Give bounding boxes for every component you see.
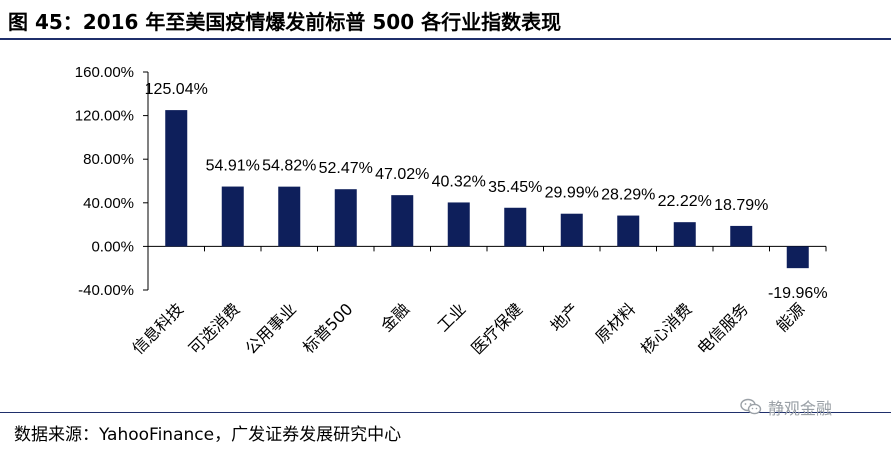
bar-chart: 160.00% 120.00% 80.00% 40.00% 0.00% -40.00% 1… — [75, 64, 828, 358]
bars — [165, 110, 809, 269]
watermark-text: 静观金融 — [768, 399, 833, 418]
data-labels: 125.04% 54.91% 54.82% 52.47% 47.02% 40.32% 35.… — [145, 81, 828, 302]
category-label: 标普500 — [299, 299, 357, 357]
data-label: 35.45% — [488, 179, 542, 196]
bar — [504, 207, 527, 247]
bar — [560, 213, 583, 247]
bar — [165, 110, 188, 247]
data-label: 52.47% — [319, 160, 373, 177]
y-tick-label: -40.00% — [78, 282, 134, 299]
data-label: 29.99% — [545, 185, 599, 202]
figure-title: 图 45：2016 年至美国疫情爆发前标普 500 各行业指数表现 — [8, 10, 562, 34]
bottom-rule — [0, 412, 891, 413]
bar — [786, 246, 809, 269]
y-tick-label: 80.00% — [83, 151, 134, 168]
y-tick-label: 40.00% — [83, 195, 134, 212]
y-tick-label: 160.00% — [75, 64, 134, 81]
category-label: 信息科技 — [128, 299, 187, 358]
data-label: -19.96% — [768, 285, 828, 302]
category-label: 工业 — [434, 299, 470, 335]
watermark: 静观金融 — [740, 395, 832, 419]
category-label: 电信服务 — [693, 299, 752, 358]
bar — [730, 225, 753, 247]
data-label: 18.79% — [714, 197, 768, 214]
bar — [447, 202, 470, 247]
category-label: 地产 — [547, 299, 583, 335]
category-label: 能源 — [773, 299, 809, 335]
bar — [391, 195, 414, 247]
category-label: 金融 — [377, 299, 413, 335]
data-label: 28.29% — [601, 187, 655, 204]
bar — [221, 186, 244, 247]
bar — [278, 186, 301, 247]
category-label: 核心消费 — [637, 299, 696, 358]
source-note: 数据来源：YahooFinance，广发证券发展研究中心 — [14, 425, 402, 445]
category-label: 公用事业 — [241, 299, 300, 358]
category-label: 医疗保健 — [467, 299, 526, 358]
category-label: 原材料 — [592, 299, 639, 346]
bar — [334, 189, 357, 247]
bar — [617, 215, 640, 247]
y-tick-label: 0.00% — [91, 238, 134, 255]
data-label: 54.91% — [206, 158, 260, 175]
wechat-icon — [740, 398, 762, 415]
data-label: 22.22% — [658, 193, 712, 210]
y-axis: 160.00% 120.00% 80.00% 40.00% 0.00% -40.00% — [75, 64, 827, 299]
y-tick-label: 120.00% — [75, 108, 134, 125]
top-rule — [0, 38, 891, 40]
category-label: 可选消费 — [185, 299, 244, 358]
bar — [673, 222, 696, 247]
data-label: 47.02% — [375, 166, 429, 183]
data-label: 40.32% — [432, 173, 486, 190]
data-label: 54.82% — [262, 158, 316, 175]
data-label: 125.04% — [145, 81, 208, 98]
